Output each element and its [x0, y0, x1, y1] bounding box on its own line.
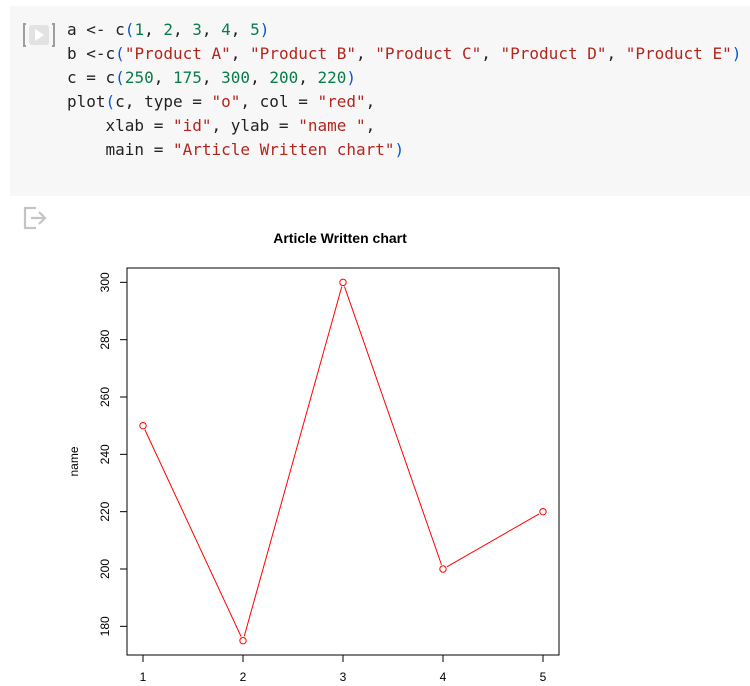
series-line-segment	[344, 286, 442, 565]
code-token: c = c	[67, 68, 116, 87]
data-point	[439, 565, 447, 573]
code-token: a <- c	[67, 20, 125, 39]
code-token: ,	[201, 20, 222, 39]
code-token: xlab =	[67, 116, 173, 135]
x-tick-label: 4	[440, 670, 447, 684]
play-icon	[23, 23, 55, 47]
code-line: c = c(250, 175, 300, 200, 220)	[67, 66, 741, 90]
code-token: "Product B"	[250, 44, 357, 63]
code-token: ,	[230, 44, 251, 63]
code-token: "red"	[317, 92, 366, 111]
output-redirect-icon[interactable]	[22, 206, 48, 230]
code-token: , ylab =	[211, 116, 299, 135]
code-token: ,	[144, 20, 164, 39]
code-token: "Product A"	[124, 44, 231, 63]
x-tick-label: 2	[240, 670, 247, 684]
code-line: main = "Article Written chart")	[67, 138, 741, 162]
code-token: 1	[134, 20, 145, 39]
code-token: )	[346, 68, 357, 87]
code-token: 5	[250, 20, 260, 39]
data-point	[339, 278, 347, 287]
code-token: 4	[221, 20, 231, 39]
x-tick-label: 3	[340, 670, 347, 684]
code-token: 250	[124, 68, 154, 87]
code-token: ,	[606, 44, 626, 63]
code-token: (	[115, 44, 125, 63]
data-point	[239, 636, 247, 645]
y-tick-label: 200	[98, 559, 112, 579]
code-token: ,	[365, 92, 376, 111]
series-line-segment	[144, 429, 242, 637]
run-cell-button[interactable]	[23, 21, 55, 49]
code-token: )	[731, 44, 742, 63]
code-token: c, type =	[115, 92, 212, 111]
code-token: ,	[153, 68, 173, 87]
code-token: (	[105, 92, 116, 111]
code-line: plot(c, type = "o", col = "red",	[67, 90, 741, 114]
code-token: )	[394, 140, 405, 159]
code-token: (	[124, 20, 135, 39]
code-token: ,	[201, 68, 222, 87]
code-token: "Product D"	[500, 44, 607, 63]
code-token: ,	[365, 116, 376, 135]
code-token: 175	[172, 68, 202, 87]
code-token: (	[115, 68, 125, 87]
code-token: ,	[356, 44, 376, 63]
series-line-segment	[446, 513, 540, 568]
code-token: , col =	[240, 92, 318, 111]
code-token: ,	[481, 44, 501, 63]
y-tick-label: 260	[98, 387, 112, 407]
code-token: ,	[250, 68, 270, 87]
code-token: main =	[67, 140, 173, 159]
y-axis-label: name	[67, 446, 81, 476]
data-point	[539, 507, 547, 516]
code-token: 300	[221, 68, 251, 87]
plot-frame	[126, 267, 560, 656]
x-tick-label: 5	[540, 670, 547, 684]
code-line: b <-c("Product A", "Product B", "Product…	[67, 42, 741, 66]
code-editor[interactable]: a <- c(1, 2, 3, 4, 5) b <-c("Product A", …	[67, 18, 741, 162]
code-token: "name "	[298, 116, 366, 135]
code-token: ,	[298, 68, 318, 87]
code-token: "o"	[211, 92, 241, 111]
code-token: 2	[163, 20, 173, 39]
code-token: 3	[192, 20, 202, 39]
x-tick-label: 1	[140, 670, 147, 684]
y-tick-label: 220	[98, 501, 112, 521]
y-tick-label: 240	[98, 444, 112, 464]
code-line: xlab = "id", ylab = "name ",	[67, 114, 741, 138]
code-cell[interactable]: a <- c(1, 2, 3, 4, 5) b <-c("Product A", …	[10, 6, 750, 196]
code-token: ,	[230, 20, 251, 39]
code-token: "Product E"	[625, 44, 732, 63]
code-token: "Product C"	[375, 44, 482, 63]
code-token: 220	[317, 68, 347, 87]
code-token: b <-c	[67, 44, 116, 63]
series-line-segment	[243, 286, 343, 637]
code-token: )	[259, 20, 270, 39]
chart-title: Article Written chart	[273, 230, 407, 246]
y-tick-label: 300	[98, 272, 112, 292]
code-token: plot	[67, 92, 106, 111]
code-token: 200	[269, 68, 299, 87]
code-line: a <- c(1, 2, 3, 4, 5)	[67, 18, 741, 42]
y-tick-label: 180	[98, 616, 112, 636]
y-tick-label: 280	[98, 329, 112, 349]
data-point	[139, 421, 147, 430]
code-token: ,	[172, 20, 193, 39]
code-token: "Article Written chart"	[172, 140, 395, 159]
code-token: "id"	[172, 116, 212, 135]
line-chart: Article Written chart 1 2 3 4 5 180 200 220 240 26…	[67, 230, 560, 684]
